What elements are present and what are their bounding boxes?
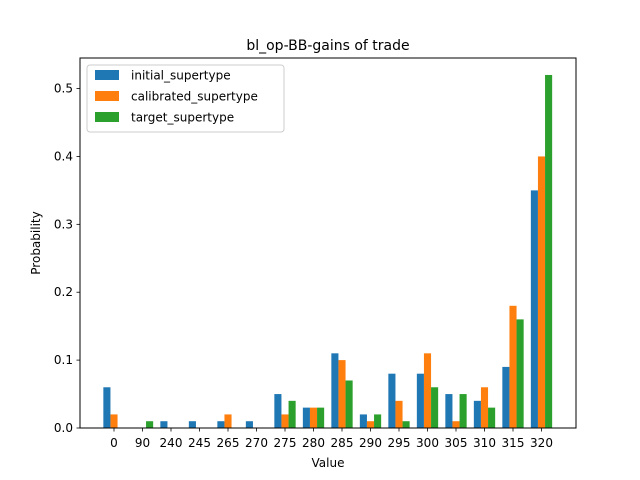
x-tick-label: 315 (502, 436, 525, 450)
bar-calibrated_supertype-285 (338, 360, 346, 428)
bar-calibrated_supertype-320 (537, 156, 546, 428)
bar-initial_supertype-305 (445, 394, 453, 428)
legend-swatch-target_supertype (95, 112, 119, 122)
bar-target_supertype-295 (402, 421, 410, 428)
x-tick-label: 300 (416, 436, 439, 450)
bar-calibrated_supertype-295 (395, 400, 403, 428)
bar-calibrated_supertype-310 (480, 387, 489, 428)
bar-calibrated_supertype-275 (281, 414, 289, 428)
x-tick-label: 265 (217, 436, 240, 450)
y-axis-ticks: 0.0 0.1 0.2 0.3 0.4 0.5 (54, 82, 80, 435)
bar-initial_supertype-285 (331, 353, 339, 428)
x-tick-label: 270 (245, 436, 268, 450)
x-axis-ticks: 0 90 240 245 265 270 275 280 285 290 295 300 305 310 3… (110, 428, 553, 450)
legend-label-calibrated_supertype: calibrated_supertype (131, 90, 258, 104)
bar-initial_supertype-275 (274, 394, 282, 428)
x-tick-label: 285 (331, 436, 354, 450)
legend-label-target_supertype: target_supertype (131, 111, 234, 125)
bar-target_supertype-310 (488, 407, 496, 428)
y-tick-label: 0.0 (54, 421, 73, 435)
bar-calibrated_supertype-0 (110, 414, 118, 428)
bar-target_supertype-315 (516, 319, 524, 428)
bar-calibrated_supertype-315 (509, 305, 517, 428)
x-tick-label: 310 (473, 436, 496, 450)
bar-target_supertype-280 (317, 407, 325, 428)
x-tick-label: 275 (274, 436, 297, 450)
y-tick-label: 0.5 (54, 82, 73, 96)
bar-calibrated_supertype-290 (366, 421, 375, 428)
x-tick-label: 280 (302, 436, 325, 450)
legend-label-initial_supertype: initial_supertype (131, 69, 231, 83)
plot-frame (79, 57, 577, 429)
bar-target_supertype-305 (459, 394, 467, 428)
bar-initial_supertype-300 (416, 373, 424, 428)
y-axis-label: Probability (29, 211, 43, 274)
x-tick-label: 245 (188, 436, 211, 450)
bar-initial_supertype-295 (388, 373, 396, 428)
legend-swatch-initial_supertype (95, 70, 119, 80)
x-tick-label: 0 (110, 436, 118, 450)
bar-initial_supertype-315 (502, 366, 510, 428)
y-tick-label: 0.2 (54, 285, 73, 299)
bars-group (103, 74, 553, 428)
x-tick-label: 295 (388, 436, 411, 450)
x-tick-label: 290 (359, 436, 382, 450)
bar-calibrated_supertype-265 (224, 414, 232, 428)
y-tick-label: 0.3 (54, 217, 73, 231)
bar-initial_supertype-265 (217, 421, 225, 428)
bar-calibrated_supertype-305 (452, 421, 460, 428)
x-axis-label: Value (312, 456, 345, 470)
bar-target_supertype-300 (431, 387, 439, 428)
bar-target_supertype-90 (146, 421, 154, 428)
bar-initial_supertype-310 (473, 400, 481, 428)
bar-initial_supertype-270 (245, 421, 253, 428)
x-tick-label: 90 (135, 436, 150, 450)
bar-calibrated_supertype-300 (423, 353, 432, 428)
bar-initial_supertype-245 (188, 421, 196, 428)
bar-target_supertype-275 (288, 400, 296, 428)
bar-initial_supertype-280 (302, 407, 310, 428)
bar-target_supertype-290 (374, 414, 382, 428)
y-tick-label: 0.4 (54, 149, 73, 163)
bar-target_supertype-285 (345, 380, 353, 428)
legend-box (86, 64, 285, 133)
y-tick-label: 0.1 (54, 353, 73, 367)
legend-swatch-calibrated_supertype (95, 91, 119, 101)
bar-initial_supertype-240 (160, 421, 168, 428)
x-tick-label: 240 (160, 436, 183, 450)
bar-initial_supertype-290 (359, 414, 367, 428)
chart-title: bl_op-BB-gains of trade (246, 38, 409, 54)
bar-calibrated_supertype-280 (309, 407, 318, 428)
x-tick-label: 305 (445, 436, 468, 450)
x-tick-label: 320 (530, 436, 553, 450)
bar-initial_supertype-0 (103, 387, 111, 428)
bar-initial_supertype-320 (530, 190, 538, 428)
bar-target_supertype-320 (545, 74, 553, 428)
legend: initial_supertype calibrated_supertypetar… (86, 64, 285, 133)
